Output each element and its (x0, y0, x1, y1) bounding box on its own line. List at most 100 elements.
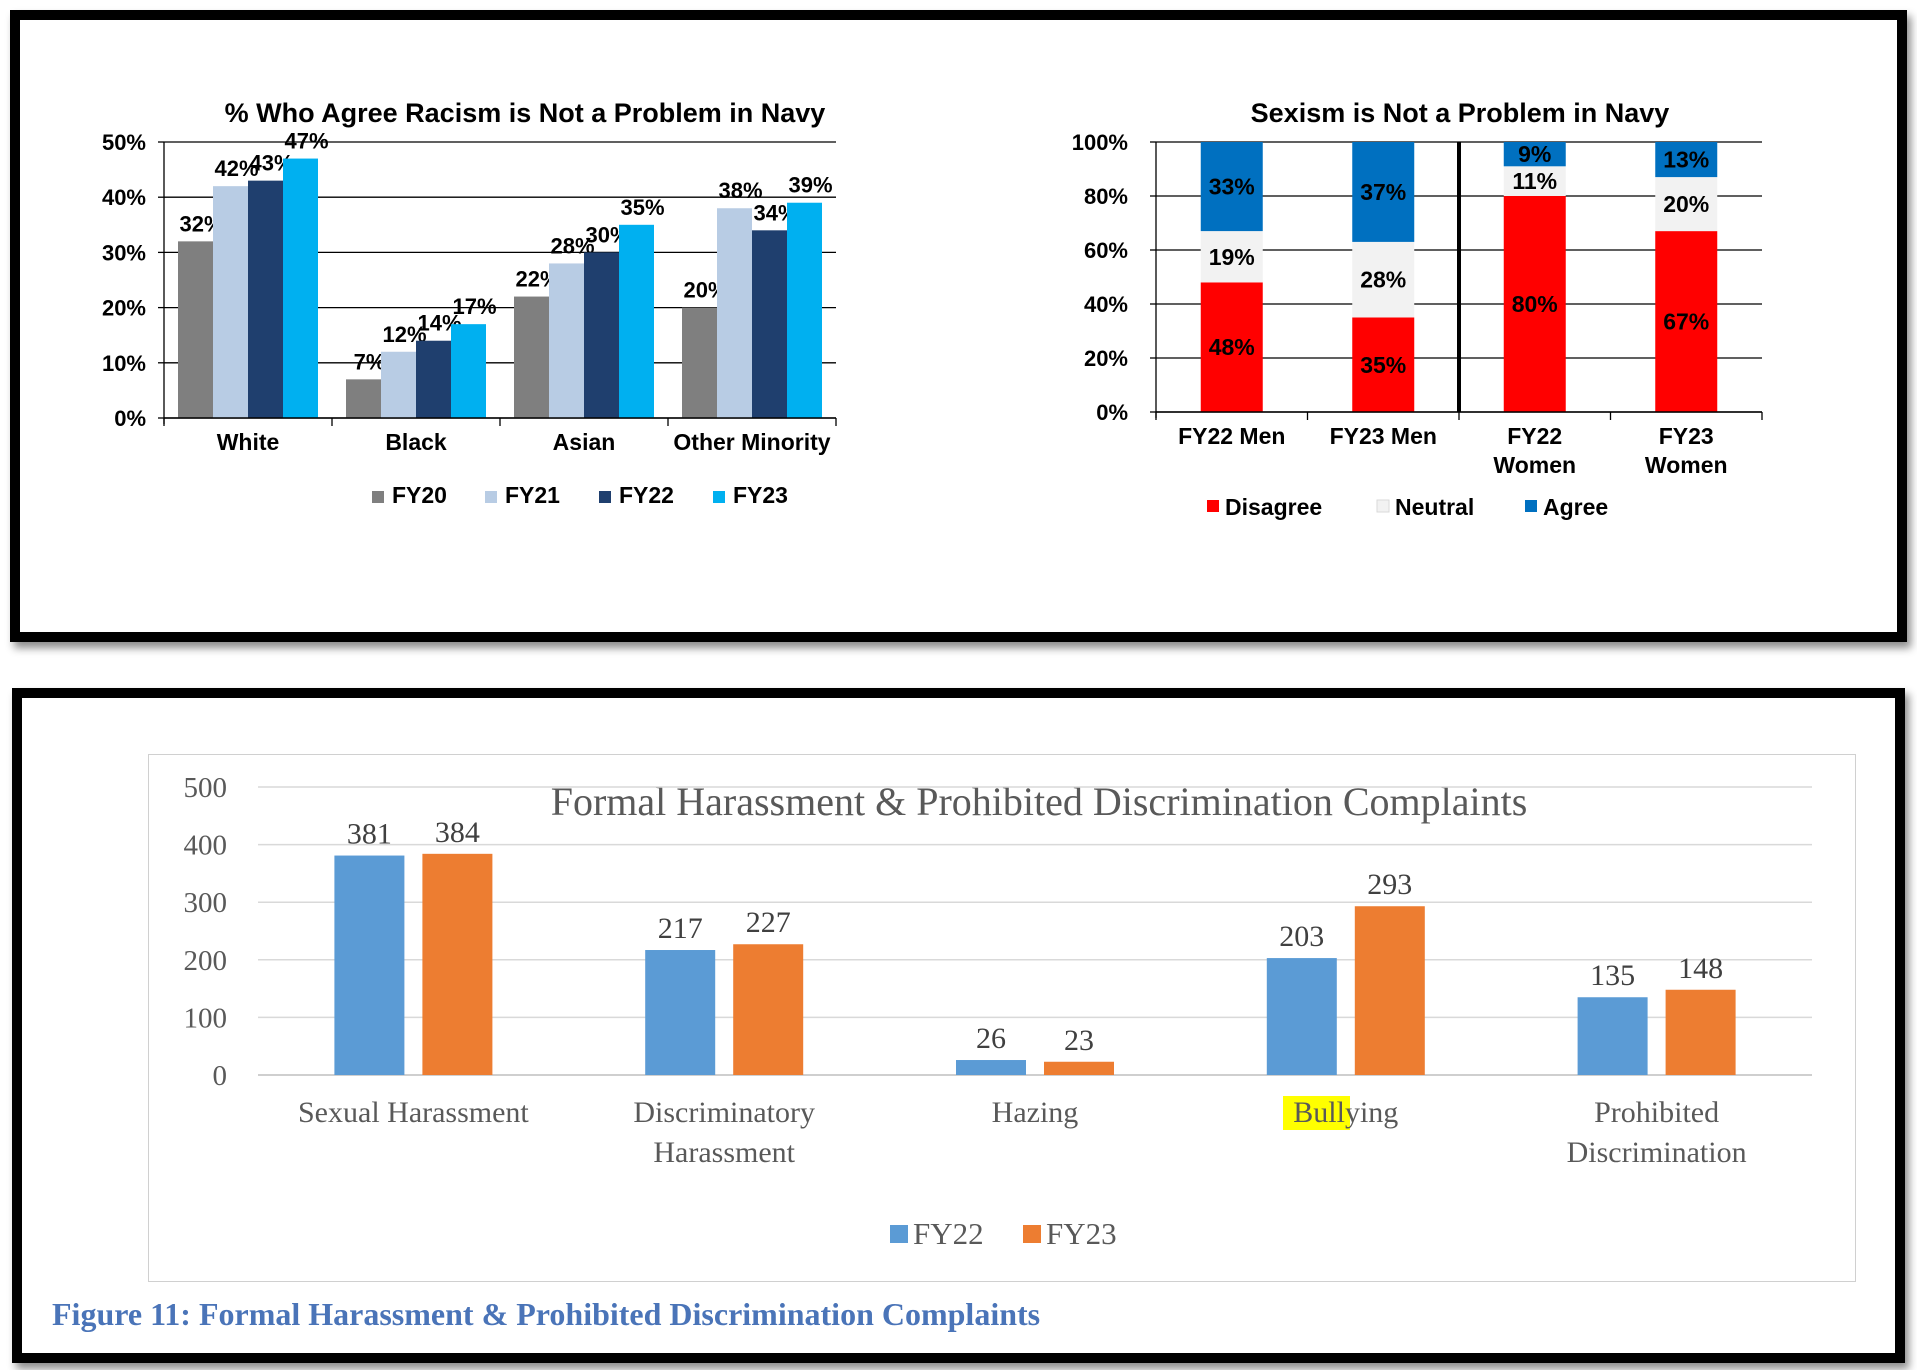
racism-chart: % Who Agree Racism is Not a Problem in N… (102, 98, 837, 508)
complaints-data-label: 293 (1367, 868, 1412, 901)
racism-bar (514, 296, 549, 418)
complaints-bar (645, 950, 716, 1075)
complaints-legend-swatch (890, 1225, 908, 1243)
sexism-bar-segment (1655, 177, 1718, 232)
sexism-data-label: 67% (1663, 309, 1709, 335)
complaints-data-label: 203 (1279, 920, 1324, 953)
complaints-x-label: Discriminatory (633, 1096, 815, 1129)
sexism-data-label: 13% (1663, 147, 1709, 173)
complaints-x-label: Discrimination (1567, 1136, 1747, 1169)
sexism-data-label: 48% (1209, 334, 1255, 360)
racism-data-label: 7% (354, 349, 386, 374)
sexism-legend-label: Disagree (1225, 494, 1322, 520)
complaints-x-label: Harassment (653, 1136, 795, 1169)
survey-charts-panel: % Who Agree Racism is Not a Problem in N… (10, 10, 1907, 642)
racism-y-tick-label: 30% (102, 240, 146, 265)
complaints-legend-swatch (1023, 1225, 1041, 1243)
racism-bar (619, 224, 654, 418)
sexism-data-label: 19% (1209, 244, 1255, 270)
racism-data-label: 17% (452, 294, 496, 319)
complaints-chart-frame (148, 754, 1856, 1282)
complaints-bar (733, 944, 804, 1075)
complaints-y-tick-label: 300 (184, 887, 228, 919)
racism-data-label: 39% (788, 173, 832, 198)
sexism-chart: Sexism is Not a Problem in Navy 0% 20% 40% 6… (1072, 98, 1763, 520)
racism-bar (381, 351, 416, 418)
sexism-bar-segment (1503, 196, 1566, 412)
racism-chart-title: % Who Agree Racism is Not a Problem in N… (225, 98, 826, 128)
figure-caption: Figure 11: Formal Harassment & Prohibite… (52, 1296, 1041, 1332)
racism-data-label: 42% (214, 156, 258, 181)
racism-y-tick-label: 40% (102, 185, 146, 210)
sexism-bar-segment (1200, 231, 1263, 283)
complaints-y-tick-label: 0 (213, 1060, 228, 1092)
racism-bar (549, 263, 584, 418)
racism-legend-swatch (485, 491, 497, 503)
complaints-data-label: 384 (435, 816, 480, 849)
racism-bar (752, 230, 787, 418)
sexism-bar-segment (1200, 142, 1263, 232)
racism-bar (178, 241, 213, 418)
racism-bar (248, 180, 283, 418)
complaints-y-tick-label: 400 (184, 830, 228, 862)
complaints-legend-label: FY22 (913, 1216, 984, 1251)
sexism-bar-segment (1655, 142, 1718, 178)
complaints-data-label: 23 (1064, 1024, 1094, 1057)
sexism-bar-segment (1655, 231, 1718, 412)
complaints-x-label: Bullying (1293, 1096, 1398, 1129)
sexism-data-label: 20% (1663, 191, 1709, 217)
racism-y-tick-label: 50% (102, 130, 146, 155)
sexism-x-label: Women (1645, 452, 1728, 478)
sexism-bar-segment (1200, 282, 1263, 412)
sexism-data-label: 33% (1209, 174, 1255, 200)
racism-data-label: 38% (718, 178, 762, 203)
sexism-legend-label: Neutral (1395, 494, 1474, 520)
racism-x-label: Asian (553, 429, 616, 455)
racism-bar (717, 208, 752, 418)
sexism-x-label: FY22 (1507, 423, 1562, 449)
racism-bar (346, 379, 381, 418)
complaints-bar (1354, 906, 1425, 1075)
complaints-data-label: 148 (1678, 952, 1723, 985)
sexism-y-tick-label: 80% (1084, 184, 1128, 209)
racism-legend-label: FY23 (733, 482, 788, 508)
sexism-y-tick-label: 40% (1084, 292, 1128, 317)
complaints-bar (1266, 958, 1337, 1075)
racism-x-label: White (217, 429, 280, 455)
sexism-legend-swatch (1525, 500, 1537, 512)
complaints-bar (1577, 997, 1648, 1075)
sexism-y-tick-label: 20% (1084, 346, 1128, 371)
sexism-bar-segment (1503, 166, 1566, 196)
sexism-data-label: 37% (1360, 179, 1406, 205)
complaints-x-label: Hazing (992, 1096, 1079, 1129)
racism-x-label: Other Minority (673, 429, 830, 455)
racism-legend-swatch (372, 491, 384, 503)
racism-bar (451, 324, 486, 418)
complaints-data-label: 135 (1590, 959, 1635, 992)
complaints-data-label: 26 (976, 1022, 1006, 1055)
sexism-data-label: 11% (1512, 168, 1557, 194)
sexism-legend-label: Agree (1543, 494, 1608, 520)
racism-x-label: Black (385, 429, 447, 455)
sexism-data-label: 9% (1518, 141, 1551, 167)
complaints-x-label: Prohibited (1594, 1096, 1719, 1129)
sexism-y-tick-label: 60% (1084, 238, 1128, 263)
sexism-x-label: FY23 (1659, 423, 1714, 449)
racism-bar (787, 202, 822, 418)
racism-legend-label: FY22 (619, 482, 674, 508)
sexism-bar-segment (1503, 142, 1566, 167)
sexism-y-tick-label: 0% (1096, 400, 1128, 425)
racism-data-label: 47% (284, 129, 328, 154)
sexism-bar-segment (1352, 142, 1415, 242)
sexism-legend-swatch (1376, 499, 1390, 513)
racism-bar (682, 307, 717, 418)
racism-y-tick-label: 20% (102, 296, 146, 321)
complaints-y-tick-label: 200 (184, 945, 228, 977)
racism-y-tick-label: 10% (102, 351, 146, 376)
sexism-bar-segment (1352, 241, 1415, 318)
complaints-chart-title: Formal Harassment & Prohibited Discrimin… (551, 779, 1528, 824)
complaints-bar (956, 1060, 1026, 1075)
complaints-data-label: 381 (347, 818, 392, 851)
sexism-data-label: 80% (1512, 291, 1558, 317)
sexism-x-label: Women (1493, 452, 1576, 478)
